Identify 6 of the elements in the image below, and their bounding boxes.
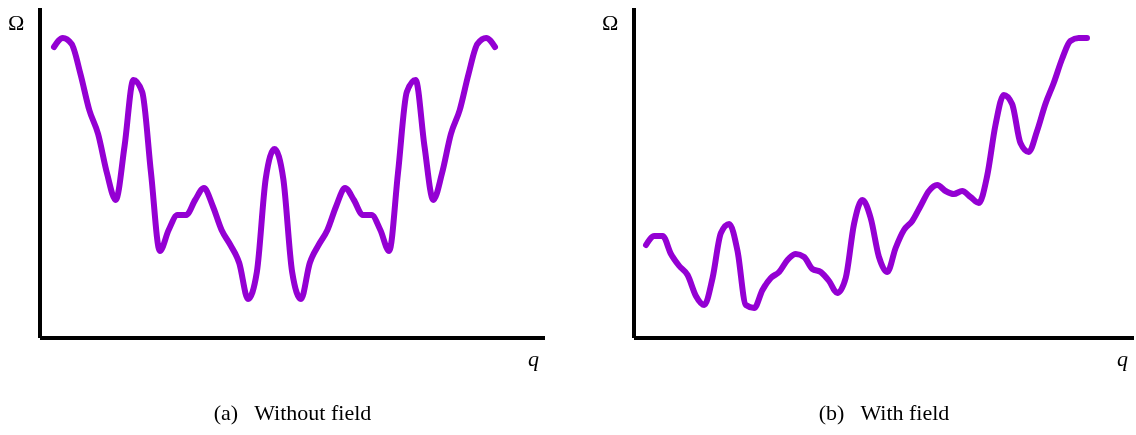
text: (b) With field xyxy=(817,400,951,426)
x-axis-title: q xyxy=(528,346,539,372)
y-axis-title: Ω xyxy=(602,10,619,36)
y-axis-title: Ω xyxy=(8,10,25,36)
text: (a) Without field xyxy=(212,400,373,426)
x-axis-title: q xyxy=(1117,346,1128,372)
